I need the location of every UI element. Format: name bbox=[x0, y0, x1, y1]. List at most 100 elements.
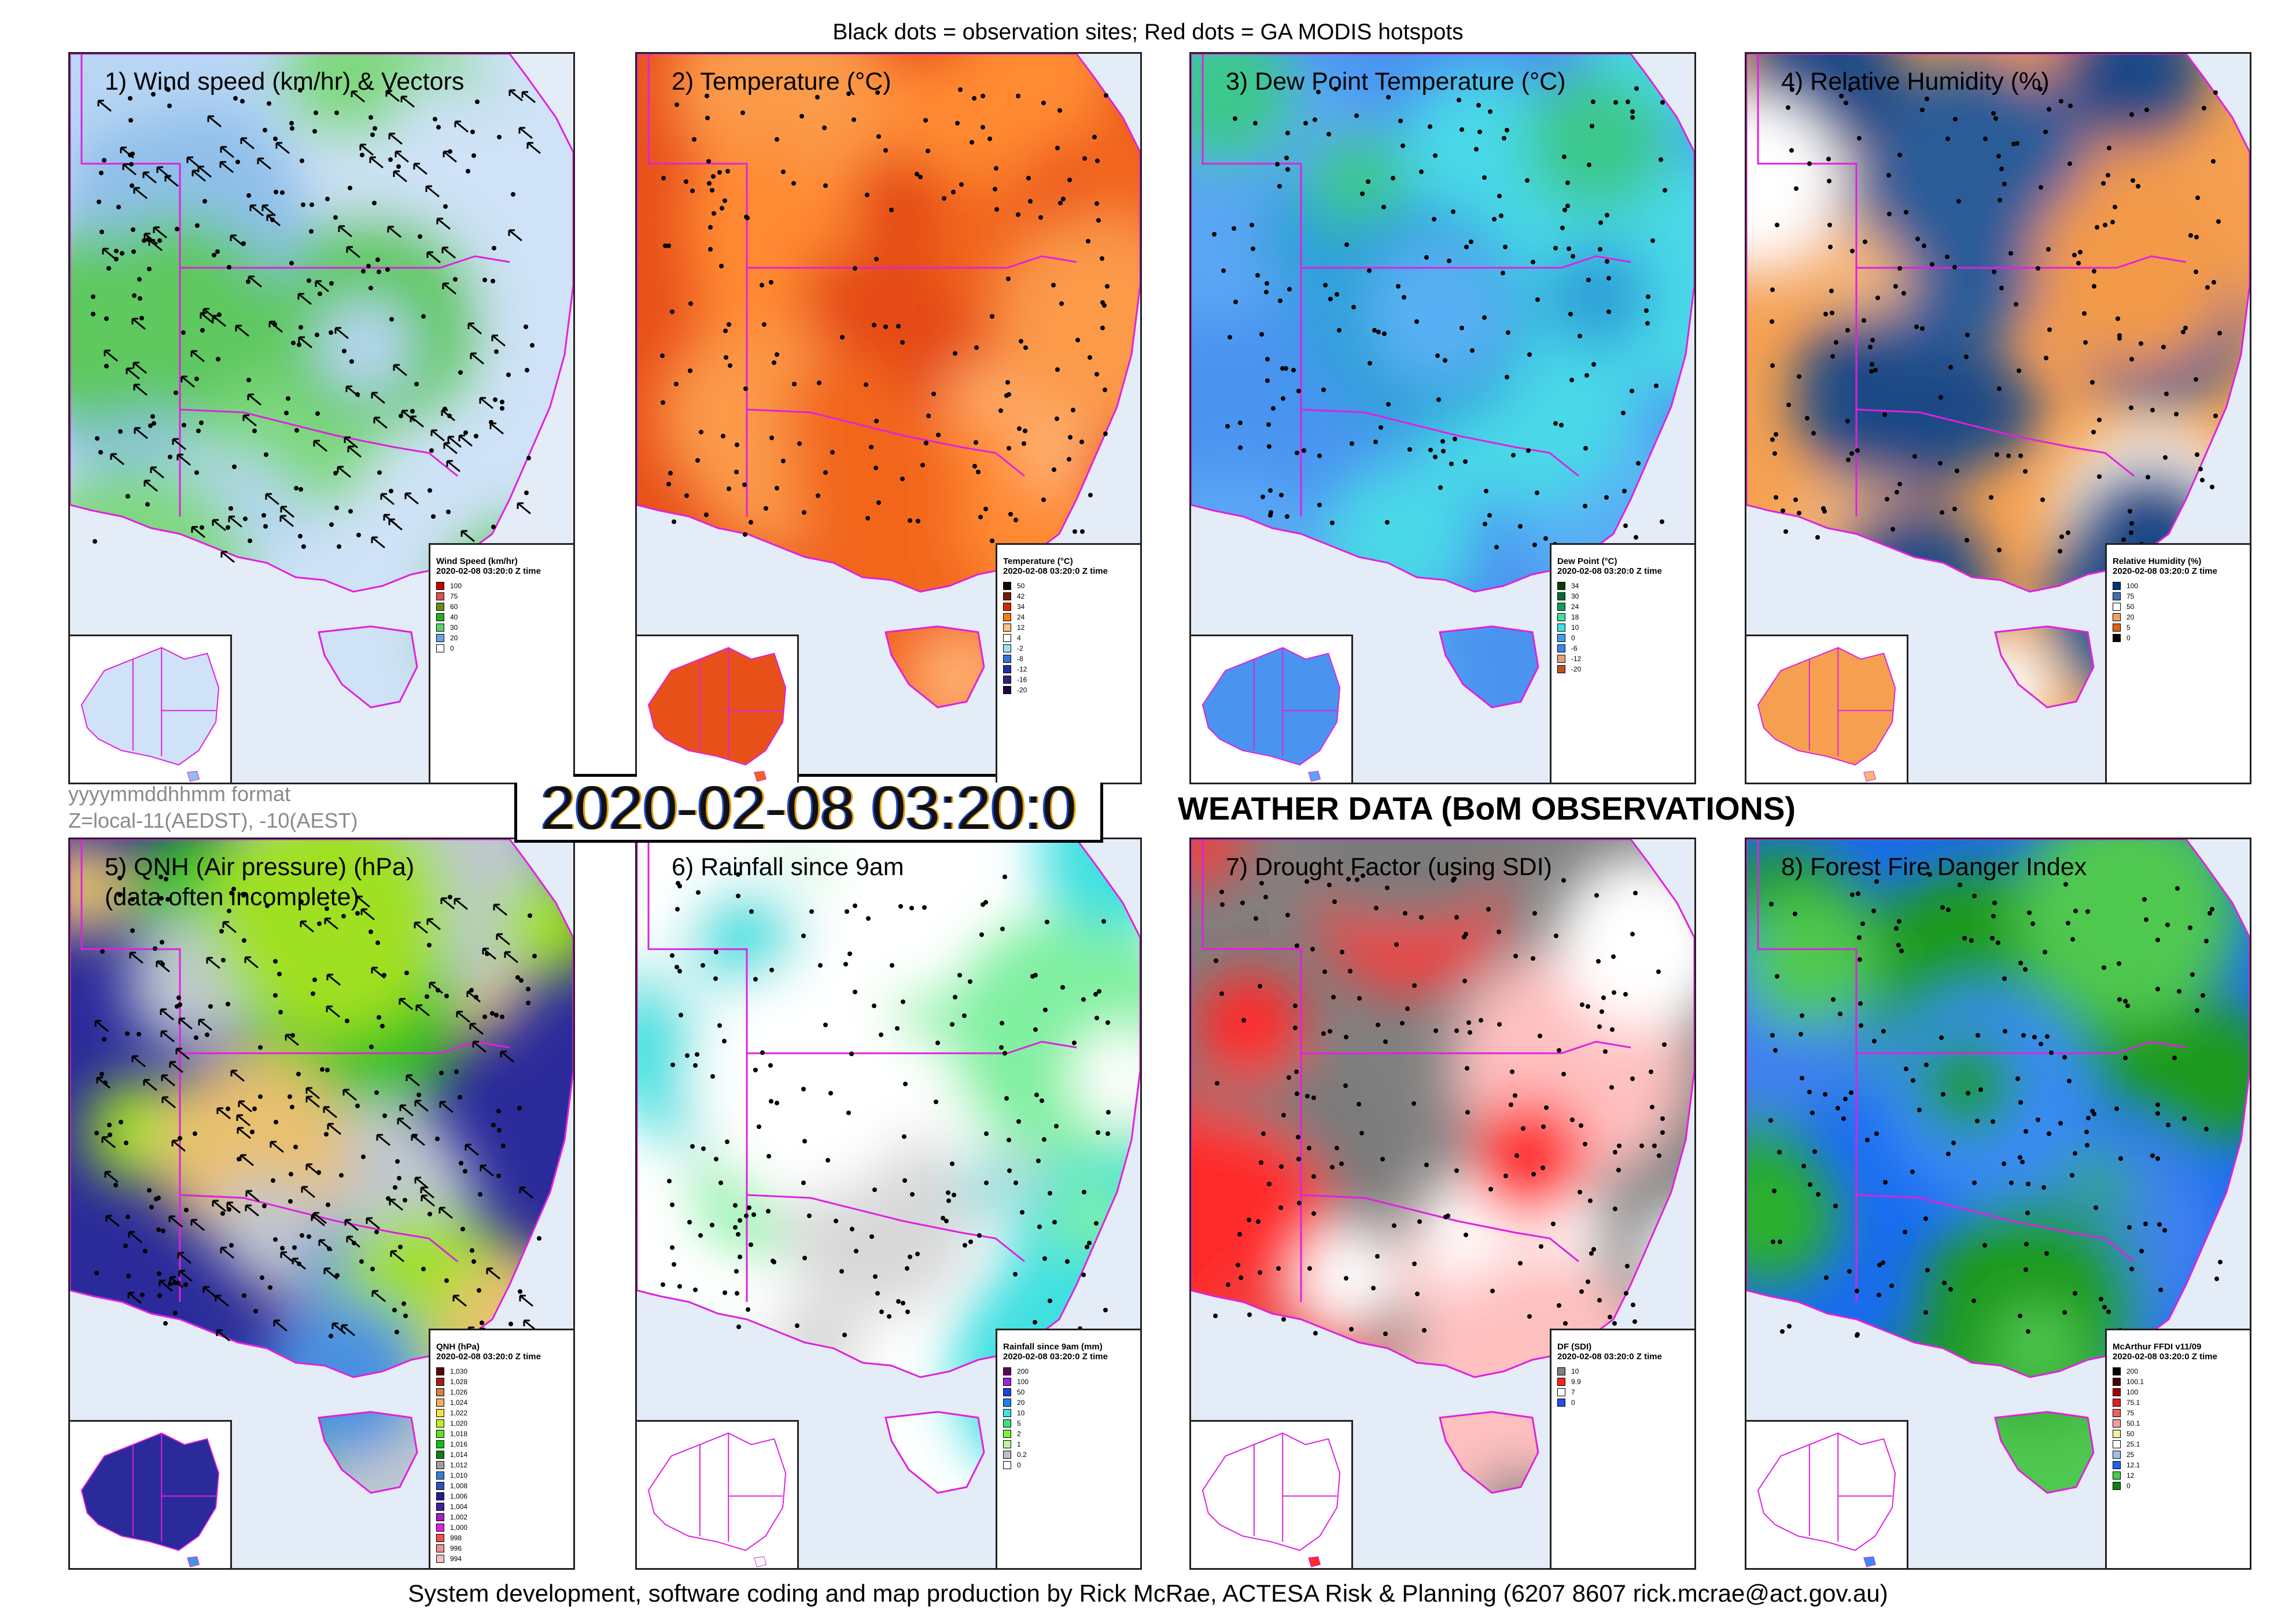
legend-swatch bbox=[2113, 634, 2121, 642]
legend-label: 1,030 bbox=[450, 1367, 468, 1375]
legend-swatch bbox=[436, 1378, 444, 1386]
panel-title-text: 4) Relative Humidity (%) bbox=[1781, 68, 2050, 95]
legend-entry: 12 bbox=[1003, 622, 1136, 633]
legend-swatch bbox=[1003, 1409, 1011, 1417]
legend-label: 18 bbox=[1571, 613, 1579, 621]
legend-swatch bbox=[1557, 603, 1565, 611]
legend-swatch bbox=[1003, 1388, 1011, 1396]
legend-swatch bbox=[1003, 1419, 1011, 1427]
legend-label: 1,006 bbox=[450, 1492, 468, 1500]
legend-label: 100 bbox=[2127, 582, 2139, 590]
observation-sites bbox=[660, 87, 1110, 543]
map-panel-8: 8) Forest Fire Danger Index McArthur FFDI… bbox=[1745, 838, 2251, 1570]
legend-swatch bbox=[1557, 1378, 1565, 1386]
legend-entry: 1,002 bbox=[436, 1512, 569, 1522]
legend-label: 100 bbox=[450, 582, 462, 590]
legend-entry: 12 bbox=[2113, 1470, 2245, 1481]
legend-swatch bbox=[1557, 613, 1565, 621]
legend-swatch bbox=[2113, 1367, 2121, 1375]
map-legend: Dew Point (°C) 2020-02-08 03:20:0 Z time 3… bbox=[1550, 543, 1694, 783]
legend-label: 1,004 bbox=[450, 1503, 468, 1511]
legend-label: 200 bbox=[2127, 1367, 2139, 1375]
panel-title-text: 1) Wind speed (km/hr) & Vectors bbox=[105, 68, 465, 95]
australia-inset-map bbox=[637, 635, 799, 783]
legend-swatch bbox=[2113, 624, 2121, 632]
legend-entry: 9.9 bbox=[1557, 1377, 1690, 1387]
legend-entry: 10 bbox=[1557, 1366, 1690, 1377]
legend-swatch bbox=[1003, 1378, 1011, 1386]
legend-swatch bbox=[1003, 676, 1011, 684]
legend-entry: 20 bbox=[1003, 1397, 1136, 1408]
legend-time: 2020-02-08 03:20:0 Z time bbox=[2113, 566, 2217, 576]
legend-entry: 994 bbox=[436, 1554, 569, 1564]
legend-swatch bbox=[2113, 1482, 2121, 1490]
legend-swatch bbox=[436, 1534, 444, 1542]
legend-label: 30 bbox=[450, 624, 458, 632]
legend-entry: 100 bbox=[436, 581, 569, 591]
legend-label: 1,016 bbox=[450, 1440, 468, 1448]
australia-inset-map bbox=[1191, 635, 1353, 783]
australia-inset-map bbox=[70, 1420, 232, 1568]
legend-label: 75.1 bbox=[2127, 1399, 2140, 1407]
map-legend: Relative Humidity (%) 2020-02-08 03:20:0 … bbox=[2105, 543, 2250, 783]
legend-entry: 50.1 bbox=[2113, 1418, 2245, 1429]
legend-entry: 18 bbox=[1557, 612, 1690, 622]
legend-entry: -20 bbox=[1003, 685, 1136, 695]
legend-entry: 30 bbox=[1557, 591, 1690, 602]
legend-entry: 0.2 bbox=[1003, 1449, 1136, 1460]
legend-entry: 1,022 bbox=[436, 1408, 569, 1418]
legend-swatch bbox=[2113, 582, 2121, 590]
legend-label: 1,010 bbox=[450, 1471, 468, 1480]
legend-swatch bbox=[1003, 603, 1011, 611]
legend-label: 1,028 bbox=[450, 1378, 468, 1386]
format-note-line2: Z=local-11(AEDST), -10(AEST) bbox=[68, 809, 358, 832]
legend-label: 24 bbox=[1571, 603, 1579, 611]
map-legend: QNH (hPa) 2020-02-08 03:20:0 Z time 1,030 1… bbox=[429, 1329, 573, 1568]
legend-label: 200 bbox=[1017, 1367, 1029, 1375]
legend-time: 2020-02-08 03:20:0 Z time bbox=[436, 566, 541, 576]
legend-time: 2020-02-08 03:20:0 Z time bbox=[1557, 1352, 1662, 1362]
legend-swatch bbox=[436, 1430, 444, 1438]
legend-label: 30 bbox=[1571, 592, 1579, 600]
legend-entry: 25.1 bbox=[2113, 1439, 2245, 1449]
legend-entry: 20 bbox=[2113, 612, 2245, 622]
map-panel-3: 3) Dew Point Temperature (°C) Dew Point (… bbox=[1189, 52, 1696, 784]
legend-entry: 1,030 bbox=[436, 1366, 569, 1377]
legend-entry: -20 bbox=[1557, 664, 1690, 674]
legend-title: Dew Point (°C) bbox=[1557, 556, 1617, 566]
legend-label: 12 bbox=[2127, 1471, 2135, 1480]
coastline bbox=[1191, 839, 1694, 1494]
panel-title-text: 5) QNH (Air pressure) (hPa) bbox=[105, 853, 415, 881]
map-panel-5: 5) QNH (Air pressure) (hPa) (data often i… bbox=[68, 838, 575, 1570]
legend-label: 5 bbox=[2127, 624, 2131, 632]
legend-swatch bbox=[1557, 1388, 1565, 1396]
panel-title: 5) QNH (Air pressure) (hPa) (data often i… bbox=[105, 852, 414, 912]
panel-title-text: 7) Drought Factor (using SDI) bbox=[1226, 853, 1552, 881]
legend-label: 10 bbox=[1571, 1367, 1579, 1375]
legend-label: 10 bbox=[1571, 624, 1579, 632]
observation-sites bbox=[1213, 873, 1667, 1336]
legend-entry: 42 bbox=[1003, 591, 1136, 602]
legend-label: 7 bbox=[1571, 1388, 1575, 1396]
legend-swatch bbox=[1557, 665, 1565, 673]
legend-label: 9.9 bbox=[1571, 1378, 1581, 1386]
legend-swatch bbox=[1003, 1461, 1011, 1469]
legend-swatch bbox=[436, 1503, 444, 1511]
state-borders bbox=[1757, 839, 2187, 1302]
legend-label: 1,002 bbox=[450, 1513, 468, 1521]
map-panel-2: 2) Temperature (°C) Temperature (°C) 2020-… bbox=[635, 52, 1142, 784]
legend-title: DF (SDI) bbox=[1557, 1342, 1592, 1352]
legend-label: 1,024 bbox=[450, 1399, 468, 1407]
legend-entry: 1,004 bbox=[436, 1502, 569, 1512]
legend-swatch bbox=[1557, 634, 1565, 642]
state-borders bbox=[80, 54, 510, 517]
legend-label: 998 bbox=[450, 1534, 462, 1542]
legend-label: 0 bbox=[1571, 634, 1575, 642]
legend-swatch bbox=[2113, 1471, 2121, 1480]
legend-swatch bbox=[2113, 1430, 2121, 1438]
legend-label: -8 bbox=[1017, 655, 1023, 663]
legend-label: 994 bbox=[450, 1555, 462, 1563]
legend-entry: 10 bbox=[1557, 622, 1690, 633]
legend-entry: 0 bbox=[1003, 1460, 1136, 1470]
panel-title: 1) Wind speed (km/hr) & Vectors bbox=[105, 67, 464, 97]
